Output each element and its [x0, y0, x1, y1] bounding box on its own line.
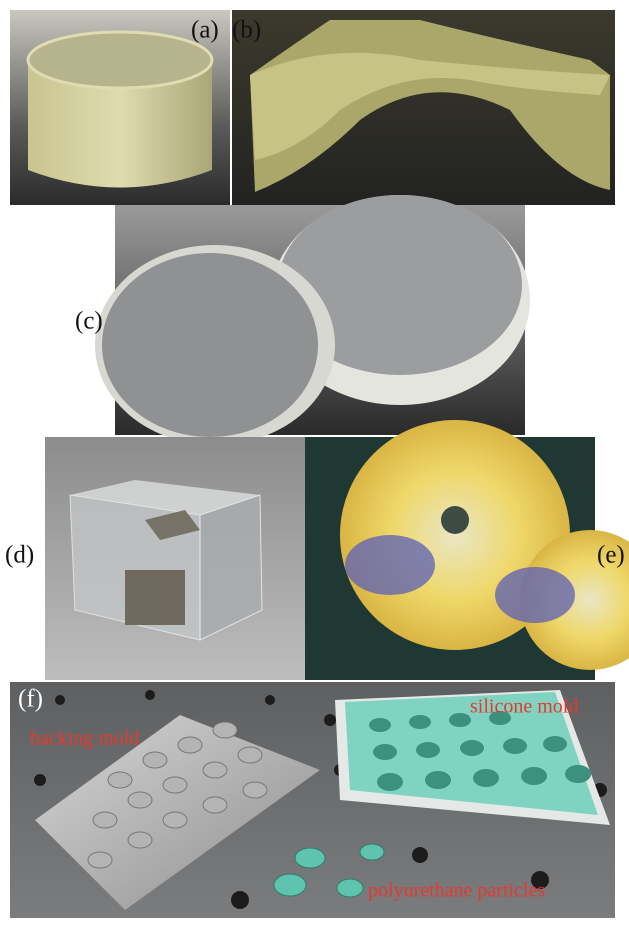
annotation: silicone mold: [470, 696, 578, 718]
panel-label: (c): [75, 308, 103, 335]
disc-top: [102, 253, 318, 437]
panel-label: (a): [191, 17, 219, 44]
cube-side: [199, 494, 263, 641]
mold-wells: [369, 711, 591, 791]
panel-label: (b): [232, 17, 261, 44]
posts: [87, 721, 268, 869]
fringe: [495, 567, 575, 623]
cylinder: [28, 60, 212, 188]
annotation: polyurethane particles: [368, 880, 545, 902]
fringe: [345, 535, 435, 595]
magnet: [125, 570, 185, 625]
panel-label: (d): [5, 542, 34, 569]
fringe: [441, 506, 469, 534]
star-top: [250, 52, 610, 160]
magnet: [145, 510, 200, 540]
cube-top: [70, 480, 260, 515]
disc-top: [278, 195, 522, 375]
annotation: backing mold: [30, 728, 139, 750]
panel-label: (f): [18, 686, 43, 713]
particles: [273, 843, 385, 898]
cylinder-top: [26, 30, 214, 90]
disc: [520, 530, 629, 670]
panel-label: (e): [597, 542, 625, 569]
